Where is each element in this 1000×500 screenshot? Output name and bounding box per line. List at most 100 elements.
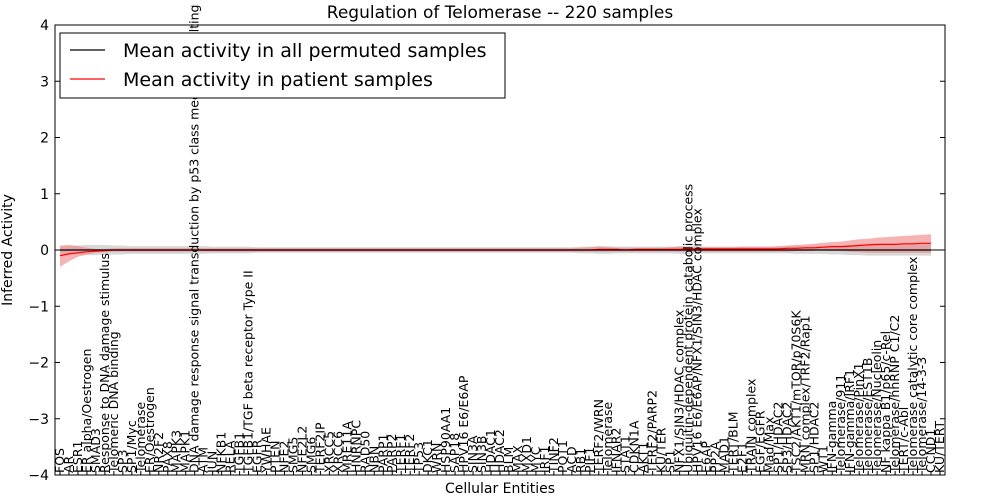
x-tick-label: AKT1 [636, 442, 651, 473]
x-tick-label: TERF2IP [312, 422, 327, 474]
x-tick-label: EGF/EGFR [752, 410, 767, 473]
x-tick-label: KU/TER [654, 427, 669, 473]
x-tick-label: SMAD3 [88, 428, 103, 473]
y-tick-label: 2 [40, 131, 49, 147]
x-tick-label: ER/Oestrogen [142, 387, 157, 473]
chart-title: Regulation of Telomerase -- 220 samples [327, 3, 674, 23]
x-tick-label: TGFB1 [232, 432, 247, 474]
x-tick-label: MRE11A [339, 421, 354, 473]
legend: Mean activity in all permuted samples Me… [59, 32, 506, 99]
x-tick-label: SP3 [115, 450, 130, 473]
x-tick-label: TERT/BLM [726, 412, 741, 474]
x-tick-label: RAD50 [357, 431, 372, 473]
x-tick-label: Telomerase [133, 401, 148, 474]
x-axis-label: Cellular Entities [445, 481, 555, 497]
x-tick-label: FOS [52, 448, 67, 473]
x-tick-label: Telomeric DNA binding [106, 331, 121, 474]
x-tick-label: KU/TERT [932, 420, 947, 473]
y-tick-label: −1 [28, 299, 49, 315]
x-tick-label: SAP18 [447, 433, 462, 473]
x-tick-label: TGFB1/TGF beta receptor Type II [241, 270, 256, 474]
x-tick-label: MXD1 [519, 436, 534, 473]
y-axis: −4 −3 −2 −1 0 1 2 3 4 [28, 18, 945, 484]
x-tick-label: E2F1 [734, 442, 749, 473]
x-tick-label: Telomerase/911 [833, 374, 848, 474]
y-tick-label: −2 [28, 356, 49, 372]
x-tick-label: CCND1 [923, 429, 938, 473]
x-tick-label: MAD1 [717, 436, 732, 473]
x-tick-label: NFKB1 [214, 432, 229, 473]
x-tick-label: HDAC1 [483, 429, 498, 473]
x-tick-label: HPV16 E6/E6AP/NFX1/SIN3/HDAC complex [690, 208, 705, 473]
x-tick-label: TSC2/AKT1/mTOR/p70S6K [788, 310, 803, 474]
x-tick-label: PTEN [268, 441, 283, 473]
x-tick-label: Telomerase/hnRNP C1/C2 [887, 315, 902, 474]
x-tick-label: Telomerase/PinX1 [851, 362, 866, 474]
y-tick-label: 3 [40, 74, 49, 90]
x-tick-label: MAX [510, 445, 525, 473]
legend-box [59, 32, 506, 99]
x-tick-label: HPV16 E6/E6AP [456, 375, 471, 473]
x-tick-label: HSP90AA1 [438, 407, 453, 473]
x-tick-label: PP2A [708, 441, 723, 473]
x-tick-label: HNRNPC [348, 420, 363, 473]
x-tick-label: PIF1 [582, 447, 597, 473]
x-tick-label: NFE2L2 [294, 426, 309, 473]
x-tick-label: SP1 [663, 450, 678, 473]
x-tick-label: Telomerase/EST1B [860, 358, 875, 474]
x-tick-label: SP1/HDAC2 [806, 402, 821, 473]
x-tick-label: PAX8 [160, 441, 175, 473]
legend-label-patient: Mean activity in patient samples [123, 69, 433, 91]
y-tick-label: 4 [40, 18, 49, 34]
x-tick-label: ER alpha/Oestrogen [79, 349, 94, 473]
x-tick-label: TERF2/PARP2 [645, 390, 660, 474]
x-tick-label: YWHAE [259, 427, 274, 474]
x-tick-label: WRN [429, 443, 444, 473]
x-tick-label: Ubiquitin-dependent protein catabolic pr… [681, 184, 696, 473]
x-tick-label: NFE2 [277, 441, 292, 473]
x-tick-label: AR [61, 455, 76, 473]
y-tick-label: 1 [40, 187, 49, 203]
y-tick-label: −3 [28, 412, 49, 428]
x-tick-label: IFN-gamma/IRF1 [842, 369, 857, 473]
x-tick-label: SMG5 [286, 437, 301, 473]
x-tick-label: Mad/Max [761, 417, 776, 473]
x-tick-label: TP53 [411, 442, 426, 474]
x-tick-label: CDKN1A [627, 420, 642, 473]
x-tick-label: MAPK3 [169, 430, 184, 473]
x-tick-label: SIN3A [465, 435, 480, 473]
x-tick-label: MYC [528, 446, 543, 473]
x-tick-label: SIN3B [474, 436, 489, 474]
x-tick-label: STAT1 [618, 435, 633, 473]
x-tick-label: NBN [366, 446, 381, 473]
x-tick-label: RELA [223, 440, 238, 473]
x-tick-label: TERF1 [393, 434, 408, 474]
x-tick-label: WT1 [815, 445, 830, 473]
x-tick-label: TERF2/WRN [591, 399, 606, 474]
x-tick-label: IFNAR2 [609, 428, 624, 473]
x-tick-label: HDAC2 [492, 429, 507, 473]
x-tick-label: ESR1 [70, 441, 85, 473]
x-tick-label: NFX1/SIN3/HDAC complex [672, 310, 687, 473]
x-tick-label: BLM [501, 447, 516, 473]
x-tick-label: POT1 [555, 440, 570, 473]
x-tick-label: JUN [205, 451, 220, 474]
x-tick-label: SMG6 [303, 437, 318, 473]
x-tick-label: Response to DNA damage stimulus [97, 253, 112, 473]
x-tick-label: TERT/c-Abl [896, 407, 911, 474]
x-tick-label: IFN-gamma [824, 401, 839, 473]
x-tick-label: DNA damage response signal transduction … [187, 0, 202, 473]
x-tick-label: Telomerase [600, 401, 615, 474]
x-tick-label: TRAIN complex [743, 379, 758, 474]
x-tick-label: NF kappa B1/p65/c-Rel [878, 331, 893, 473]
x-tick-label: XRCC6 [330, 431, 345, 473]
x-tick-label: Telomerase catalytic core complex [905, 257, 920, 474]
y-tick-label: −4 [28, 468, 49, 484]
y-axis-label: Inferred Activity [0, 194, 16, 306]
x-tick-label: MAPK1 [178, 430, 193, 473]
x-tick-label: IRF1 [537, 445, 552, 473]
x-tick-label: ACD [564, 446, 579, 473]
x-tick-label: NR2F2 [151, 432, 166, 473]
x-tick-label: DKC1 [420, 439, 435, 473]
